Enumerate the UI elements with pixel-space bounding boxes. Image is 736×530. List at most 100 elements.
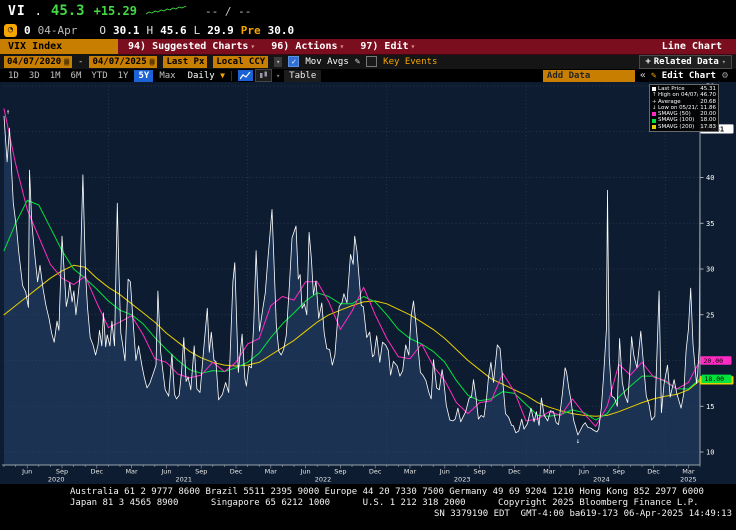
- open-value: 30.1: [113, 24, 140, 37]
- year-label: 2023: [454, 476, 471, 484]
- range-button-3d[interactable]: 3D: [28, 70, 40, 81]
- x-tick-label: Mar: [265, 468, 278, 476]
- legend-row[interactable]: SMAVG (50) 20.00: [652, 111, 716, 117]
- bid-ask: -- / --: [204, 4, 252, 18]
- quote-bar: ◔ 0 04-Apr O 30.1 H 45.6 L 29.9 Pre 30.0: [0, 22, 736, 39]
- range-button-1d[interactable]: 1D: [8, 70, 19, 81]
- chart-area[interactable]: 50403530251510JunSepDecMarJunSepDecMarJu…: [0, 82, 736, 484]
- legend-value: 18.00: [700, 117, 716, 124]
- x-tick-label: Sep: [473, 468, 485, 476]
- pencil-icon: ✎: [650, 70, 657, 81]
- currency-dropdown-icon[interactable]: ▾: [274, 56, 283, 67]
- footer-phones-line2: Japan 81 3 4565 8900 Singapore 65 6212 1…: [70, 498, 699, 508]
- date-from-field[interactable]: 04/07/2020 ▦: [4, 55, 73, 68]
- x-tick-label: Dec: [91, 468, 104, 476]
- delayed-indicator-icon: ◔: [4, 24, 17, 37]
- gear-icon[interactable]: ⚙: [721, 70, 728, 81]
- x-tick-label: Jun: [300, 468, 311, 476]
- x-tick-label: Jun: [439, 468, 450, 476]
- date-to-field[interactable]: 04/07/2025 ▦: [89, 55, 158, 68]
- menu-item-actions[interactable]: 96) Actions ▾: [271, 40, 345, 52]
- mov-avgs-checkbox[interactable]: ✓: [288, 56, 300, 67]
- x-tick-label: Sep: [613, 468, 625, 476]
- chart-style-dropdown-icon[interactable]: ▾: [275, 71, 281, 80]
- high-value: 45.6: [160, 24, 187, 37]
- price-source-select[interactable]: Last Px: [163, 55, 208, 68]
- legend-marker-icon: ↓: [652, 104, 657, 111]
- x-tick-label: Sep: [334, 468, 346, 476]
- legend-label: SMAVG (200): [658, 123, 695, 130]
- candle-chart-style-button[interactable]: [254, 69, 272, 82]
- chevron-down-icon: ▾: [410, 41, 416, 51]
- pre-value: 30.0: [267, 24, 295, 37]
- legend-label: Low on 05/21/24: [658, 104, 698, 111]
- open-label: O: [99, 24, 106, 37]
- series-line-last-price: [3, 115, 701, 436]
- range-button-max[interactable]: Max: [159, 70, 176, 81]
- y-tick-label: 40: [706, 174, 714, 182]
- x-tick-label: Mar: [682, 468, 695, 476]
- currency-select[interactable]: Local CCY: [213, 55, 269, 68]
- series-line-smavg-50-: [3, 108, 701, 427]
- red-menu-strip: 94) Suggested Charts ▾ 96) Actions ▾ 97) E…: [118, 38, 736, 55]
- range-button-1m[interactable]: 1M: [49, 70, 61, 81]
- periodicity-select[interactable]: Daily ▼: [187, 70, 225, 81]
- legend-value: 45.31: [700, 86, 716, 92]
- line-chart-style-button[interactable]: [237, 70, 253, 81]
- footer-phones-line1: Australia 61 2 9777 8600 Brazil 5511 239…: [70, 487, 704, 497]
- price-change: +15.29: [93, 4, 137, 18]
- legend-row[interactable]: Last Price 45.31: [652, 86, 716, 92]
- legend-row[interactable]: SMAVG (200) 17.83: [652, 124, 716, 130]
- terminal-footer: Australia 61 2 9777 8600 Brazil 5511 239…: [0, 484, 736, 520]
- legend-row[interactable]: SMAVG (100) 18.00: [652, 117, 716, 123]
- range-button-6m[interactable]: 6M: [70, 70, 82, 81]
- y-tick-label: 15: [706, 403, 714, 411]
- security-tab[interactable]: VIX Index: [0, 39, 118, 54]
- legend-marker-icon: +: [652, 98, 657, 105]
- low-label: L: [193, 24, 201, 37]
- x-tick-label: Sep: [56, 468, 68, 476]
- legend-label: High on 04/07/20: [658, 92, 699, 99]
- collapse-panel-icon[interactable]: «: [639, 70, 646, 81]
- line-chart-icon: [239, 71, 251, 79]
- table-button[interactable]: Table: [284, 69, 322, 82]
- key-events-label: Key Events: [383, 56, 438, 67]
- low-value: 29.9: [207, 24, 234, 37]
- range-button-ytd[interactable]: YTD: [91, 70, 108, 81]
- legend-swatch-icon: [652, 118, 656, 123]
- range-button-5y[interactable]: 5Y: [134, 69, 154, 82]
- range-bar: 1D 3D 1M 6M YTD 1Y 5Y Max Daily ▼ ▾ Table Add D…: [0, 69, 736, 82]
- year-label: 2024: [593, 476, 610, 484]
- year-label: 2021: [176, 476, 193, 484]
- chevron-down-icon: ▼: [220, 70, 225, 80]
- range-button-1y[interactable]: 1Y: [117, 70, 129, 81]
- chart-toolbar: 04/07/2020 ▦ - 04/07/2025 ▦ Last Px Local …: [0, 54, 736, 69]
- legend-row[interactable]: ↑High on 04/07/2046.70: [652, 92, 716, 98]
- edit-mov-avgs-icon[interactable]: ✎: [354, 56, 361, 67]
- chevron-down-icon: ▾: [721, 57, 726, 66]
- y-tick-label: 30: [706, 266, 714, 274]
- legend-row[interactable]: ↓Low on 05/21/2411.86: [652, 105, 716, 111]
- ma-value-badge: [700, 356, 732, 365]
- legend-row[interactable]: + Average 20.68: [652, 99, 716, 105]
- menu-item-suggested-charts[interactable]: 94) Suggested Charts ▾: [128, 40, 256, 52]
- low-marker-icon: ↓: [576, 437, 580, 445]
- add-data-input[interactable]: Add Data: [542, 69, 635, 82]
- mov-avgs-label: Mov Avgs: [305, 56, 349, 67]
- x-tick-label: Sep: [195, 468, 207, 476]
- edit-chart-button[interactable]: ✎ Edit Chart: [650, 70, 716, 81]
- ticker-bar: VI . 45.3 +15.29 -- / --: [0, 0, 736, 22]
- x-tick-label: Jun: [578, 468, 589, 476]
- menu-item-edit[interactable]: 97) Edit ▾: [360, 40, 416, 52]
- legend-value: 17.83: [700, 123, 716, 130]
- price-chart-canvas[interactable]: 50403530251510JunSepDecMarJunSepDecMarJu…: [0, 82, 736, 484]
- key-events-checkbox[interactable]: [366, 56, 378, 67]
- calendar-icon[interactable]: ▦: [149, 56, 155, 66]
- legend-swatch-icon: [652, 87, 656, 92]
- related-data-button[interactable]: + Related Data ▾: [639, 54, 732, 69]
- candlestick-icon: [259, 71, 267, 78]
- x-tick-label: Mar: [125, 468, 138, 476]
- price-area-fill: [4, 116, 700, 465]
- y-tick-label: 35: [706, 220, 714, 228]
- calendar-icon[interactable]: ▦: [64, 56, 70, 66]
